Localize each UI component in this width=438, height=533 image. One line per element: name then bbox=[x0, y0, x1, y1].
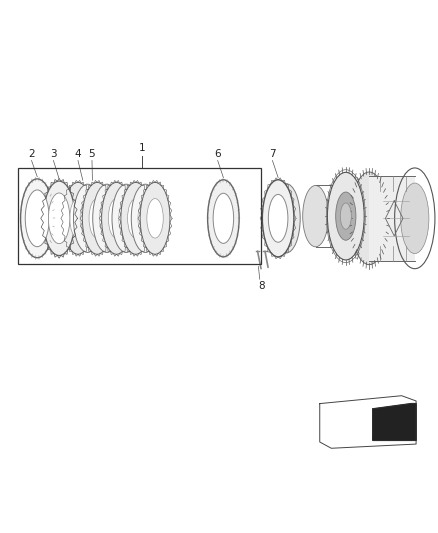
Ellipse shape bbox=[401, 183, 429, 254]
Ellipse shape bbox=[89, 199, 106, 238]
Bar bbox=[369, 175, 415, 261]
Ellipse shape bbox=[268, 195, 288, 242]
Ellipse shape bbox=[351, 172, 388, 265]
Ellipse shape bbox=[303, 185, 328, 247]
Text: 8: 8 bbox=[258, 280, 265, 290]
Ellipse shape bbox=[127, 199, 144, 238]
Ellipse shape bbox=[119, 200, 134, 236]
Ellipse shape bbox=[82, 182, 112, 254]
Ellipse shape bbox=[340, 203, 351, 229]
Ellipse shape bbox=[43, 181, 75, 255]
Text: 3: 3 bbox=[50, 149, 57, 159]
Ellipse shape bbox=[213, 193, 233, 244]
Ellipse shape bbox=[93, 184, 121, 253]
Text: 4: 4 bbox=[74, 149, 81, 159]
Text: 5: 5 bbox=[88, 149, 95, 159]
Text: 6: 6 bbox=[214, 149, 221, 159]
Ellipse shape bbox=[99, 200, 114, 236]
Ellipse shape bbox=[336, 192, 356, 240]
Ellipse shape bbox=[327, 172, 364, 260]
Ellipse shape bbox=[131, 184, 159, 253]
Ellipse shape bbox=[147, 199, 163, 238]
Ellipse shape bbox=[121, 182, 151, 254]
Ellipse shape bbox=[272, 184, 300, 253]
Ellipse shape bbox=[25, 190, 49, 247]
Text: 1: 1 bbox=[139, 143, 146, 154]
Ellipse shape bbox=[112, 184, 140, 253]
Ellipse shape bbox=[140, 182, 170, 254]
Ellipse shape bbox=[74, 184, 102, 253]
Bar bbox=[18, 168, 261, 264]
Ellipse shape bbox=[138, 200, 153, 236]
Ellipse shape bbox=[80, 200, 95, 236]
Polygon shape bbox=[373, 403, 416, 440]
Text: 2: 2 bbox=[28, 149, 35, 159]
Ellipse shape bbox=[102, 182, 131, 254]
Ellipse shape bbox=[21, 179, 54, 258]
Ellipse shape bbox=[208, 180, 239, 257]
Polygon shape bbox=[320, 395, 416, 448]
Ellipse shape bbox=[63, 182, 93, 254]
Ellipse shape bbox=[70, 199, 86, 238]
Ellipse shape bbox=[108, 199, 125, 238]
Text: 7: 7 bbox=[269, 149, 276, 159]
Ellipse shape bbox=[262, 180, 294, 257]
Ellipse shape bbox=[49, 193, 70, 244]
